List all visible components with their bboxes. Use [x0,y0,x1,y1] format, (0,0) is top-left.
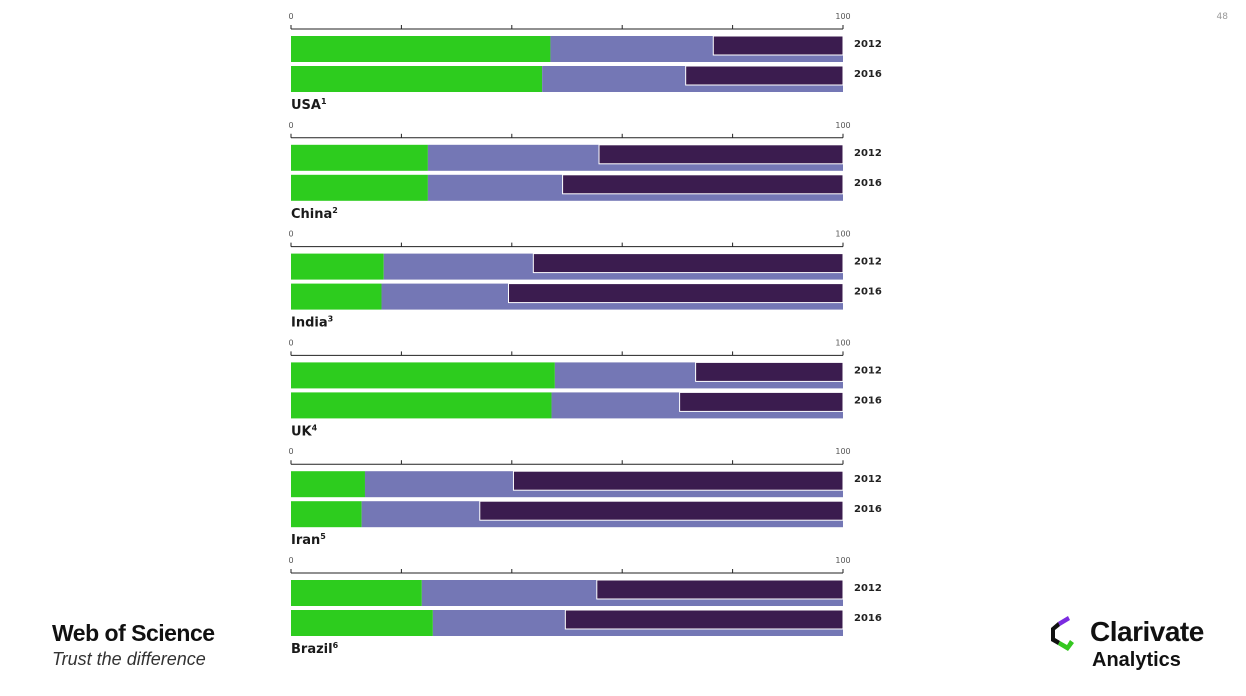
year-label: 2012 [854,257,882,268]
tick-label-min: 0 [288,447,293,456]
country-label-usa: USA1 [291,97,327,113]
bar-segment-1-iran-2016 [291,501,362,528]
tick-label-max: 100 [835,556,850,565]
bar-segment-3-uk-2016 [679,391,844,412]
year-label: 2012 [854,365,882,376]
bar-segment-1-china-2012 [291,144,428,171]
tick-label-max: 100 [835,230,850,239]
year-label: 2016 [854,613,882,624]
bar-segment-3-iran-2016 [479,500,844,521]
year-label: 2012 [854,474,882,485]
year-label: 2012 [854,39,882,50]
clarivate-sub: Analytics [1092,649,1181,671]
year-label: 2016 [854,178,882,189]
tick-label-min: 0 [288,230,293,239]
web-of-science-logo: Web of Science Trust the difference [52,620,215,671]
tick-label-min: 0 [288,556,293,565]
bar-segment-1-brazil-2012 [291,580,422,606]
clarivate-name: Clarivate [1090,616,1204,647]
tick-label-max: 100 [835,447,850,456]
bar-segment-1-china-2016 [291,174,428,201]
tick-label-min: 0 [288,12,293,21]
bar-segment-3-usa-2012 [712,35,844,56]
tick-label-max: 100 [835,12,850,21]
bar-segment-3-usa-2016 [685,65,844,86]
page-number: 48 [1216,12,1228,22]
bar-segment-1-brazil-2016 [291,610,433,636]
bar-segment-1-india-2016 [291,283,382,310]
bar-segment-3-china-2016 [562,174,844,195]
bar-segment-1-iran-2012 [291,471,365,498]
tick-label-max: 100 [835,121,850,130]
year-label: 2016 [854,395,882,406]
bar-segment-3-india-2012 [532,253,844,274]
year-label: 2012 [854,148,882,159]
year-label: 2016 [854,287,882,298]
bar-segment-1-usa-2016 [291,66,543,92]
tick-label-max: 100 [835,338,850,347]
country-label-india: India3 [291,315,333,331]
tick-label-min: 0 [288,338,293,347]
wos-title: Web of Science [52,620,215,646]
country-label-china: China2 [291,206,338,222]
country-label-brazil: Brazil6 [291,641,339,657]
country-label-uk: UK4 [291,423,318,439]
bar-segment-3-brazil-2016 [564,609,844,630]
year-label: 2012 [854,583,882,594]
year-label: 2016 [854,504,882,515]
bar-segment-1-uk-2012 [291,362,555,389]
bar-segment-3-uk-2012 [695,361,844,382]
bar-segment-3-iran-2012 [512,470,844,491]
bar-segment-1-uk-2016 [291,392,552,419]
bar-segment-3-brazil-2012 [596,579,844,600]
bar-segment-3-china-2012 [598,144,844,165]
wos-tagline: Trust the difference [52,649,206,669]
bar-segment-3-india-2016 [507,283,844,304]
tick-label-min: 0 [288,121,293,130]
year-label: 2016 [854,69,882,80]
bar-segment-1-usa-2012 [291,36,551,62]
clarivate-mark-icon [1051,616,1074,651]
bar-segment-1-india-2012 [291,253,384,280]
country-label-iran: Iran5 [291,532,326,548]
clarivate-logo: Clarivate Analytics [1046,614,1236,678]
